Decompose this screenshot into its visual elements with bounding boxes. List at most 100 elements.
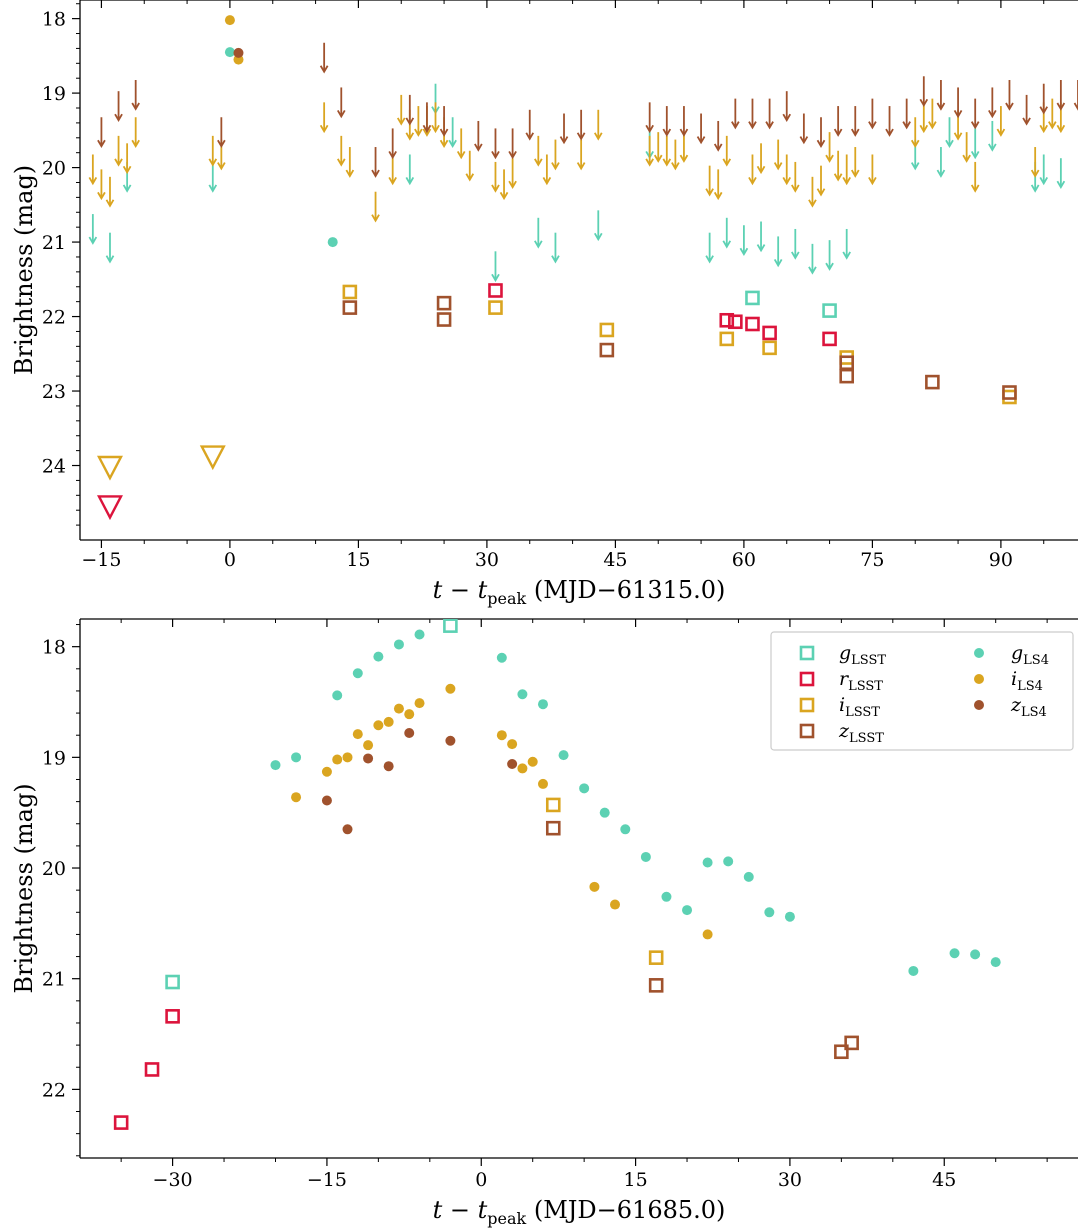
y-axis-label: Brightness (mag) [10,165,38,375]
data-point [165,974,180,990]
upper-limit-arrow [970,128,980,160]
data-point [745,290,760,306]
upper-limit-arrow [491,128,500,160]
upper-limit-arrow [970,98,980,130]
legend-label: zLSST [838,720,884,746]
data-point [545,820,561,836]
y-axis-label: Brightness (mag) [10,783,38,993]
upper-limit-arrow [474,120,483,152]
upper-limit-arrow [919,76,929,108]
data-point [144,1062,160,1077]
upper-limit-arrow [337,135,346,167]
upper-limit-arrow [131,117,140,149]
upper-limit-arrow [679,106,689,137]
x-tick-label: −15 [81,549,121,571]
data-point [414,629,425,640]
upper-limit-arrow [791,161,800,193]
upper-limit-arrow [936,147,946,178]
x-tick-label: 45 [603,549,627,571]
upper-limit-arrow [850,106,860,137]
data-point [291,792,302,803]
upper-limit-arrow [808,243,817,275]
data-point [404,709,415,720]
data-point [764,907,775,918]
data-point [745,316,760,332]
upper-limit-arrow [653,132,663,163]
y-tick-label: 24 [42,456,66,478]
data-point [610,899,621,910]
upper-limit-arrow [962,132,971,163]
data-point [383,716,394,727]
data-point [507,758,518,769]
data-point [224,15,235,26]
legend-entry: zLS4 [974,694,1047,720]
data-point [291,752,302,763]
data-point [233,47,244,58]
upper-limit-arrow [534,135,543,167]
y-tick-label: 21 [42,232,66,254]
data-point [517,689,528,700]
data-point [822,303,837,318]
upper-limit-arrow [105,176,115,208]
data-point [648,950,664,965]
data-point [682,905,693,916]
upper-limit-arrow [542,154,552,186]
legend-marker [974,674,984,684]
y-tick-label: 18 [42,9,66,31]
data-point [545,797,561,813]
upper-limit-arrow [371,191,380,223]
data-point [373,651,384,662]
data-point [414,698,425,709]
data-point [332,754,343,765]
x-tick-label: 75 [860,549,884,571]
data-point [702,857,713,868]
data-point [488,300,503,315]
upper-limit-arrow [996,106,1006,137]
upper-limit-arrow [345,147,355,178]
upper-limit-arrow [808,176,817,208]
x-tick-label: 0 [475,1169,487,1191]
y-tick-label: 22 [42,307,66,329]
data-point [393,703,404,714]
upper-limit-arrow [576,139,586,171]
upper-limit-arrow [508,158,517,189]
data-point [599,807,610,818]
data-point [723,856,734,867]
upper-limit-arrow [405,154,415,186]
upper-limit-arrow [114,91,123,122]
chart-panel-1: −15 0 15 30 45 60 75 90 18 19 20 21 22 23 24 t − tpeak … [10,0,1078,608]
data-point [321,766,332,777]
upper-limit-arrow [722,217,732,249]
upper-limit-arrow [842,154,851,186]
x-tick-label: −30 [153,1169,193,1191]
data-point [342,824,353,835]
upper-limit-arrow [456,128,466,160]
y-tick-label: 20 [42,158,66,180]
upper-limit-arrow [868,154,877,186]
upper-limit-arrow [868,98,877,130]
upper-limit-arrow [816,165,826,197]
upper-limit-arrow [593,210,603,242]
x-tick-label: 15 [623,1169,647,1191]
legend-marker [799,671,815,687]
legend-entry: iLSST [799,694,880,720]
upper-limit-arrow [1048,98,1057,130]
data-point [620,824,631,835]
upper-limit-arrow [1073,80,1078,111]
upper-limit-arrow [850,147,860,178]
y-tick-label: 19 [42,83,66,105]
data-point [743,871,754,882]
data-point [488,283,503,298]
upper-limit-arrow [773,139,783,171]
data-point [445,735,456,746]
upper-limit-arrow [791,228,800,260]
upper-limit-arrow [1039,154,1049,186]
data-point [784,911,795,922]
data-point [327,237,338,248]
legend-entry: rLSST [799,668,883,694]
plot-area [88,15,1078,521]
upper-limit-arrow [842,228,851,260]
upper-limit-arrow [508,128,517,160]
upper-limit-arrow [114,135,123,167]
data-point [822,331,837,347]
